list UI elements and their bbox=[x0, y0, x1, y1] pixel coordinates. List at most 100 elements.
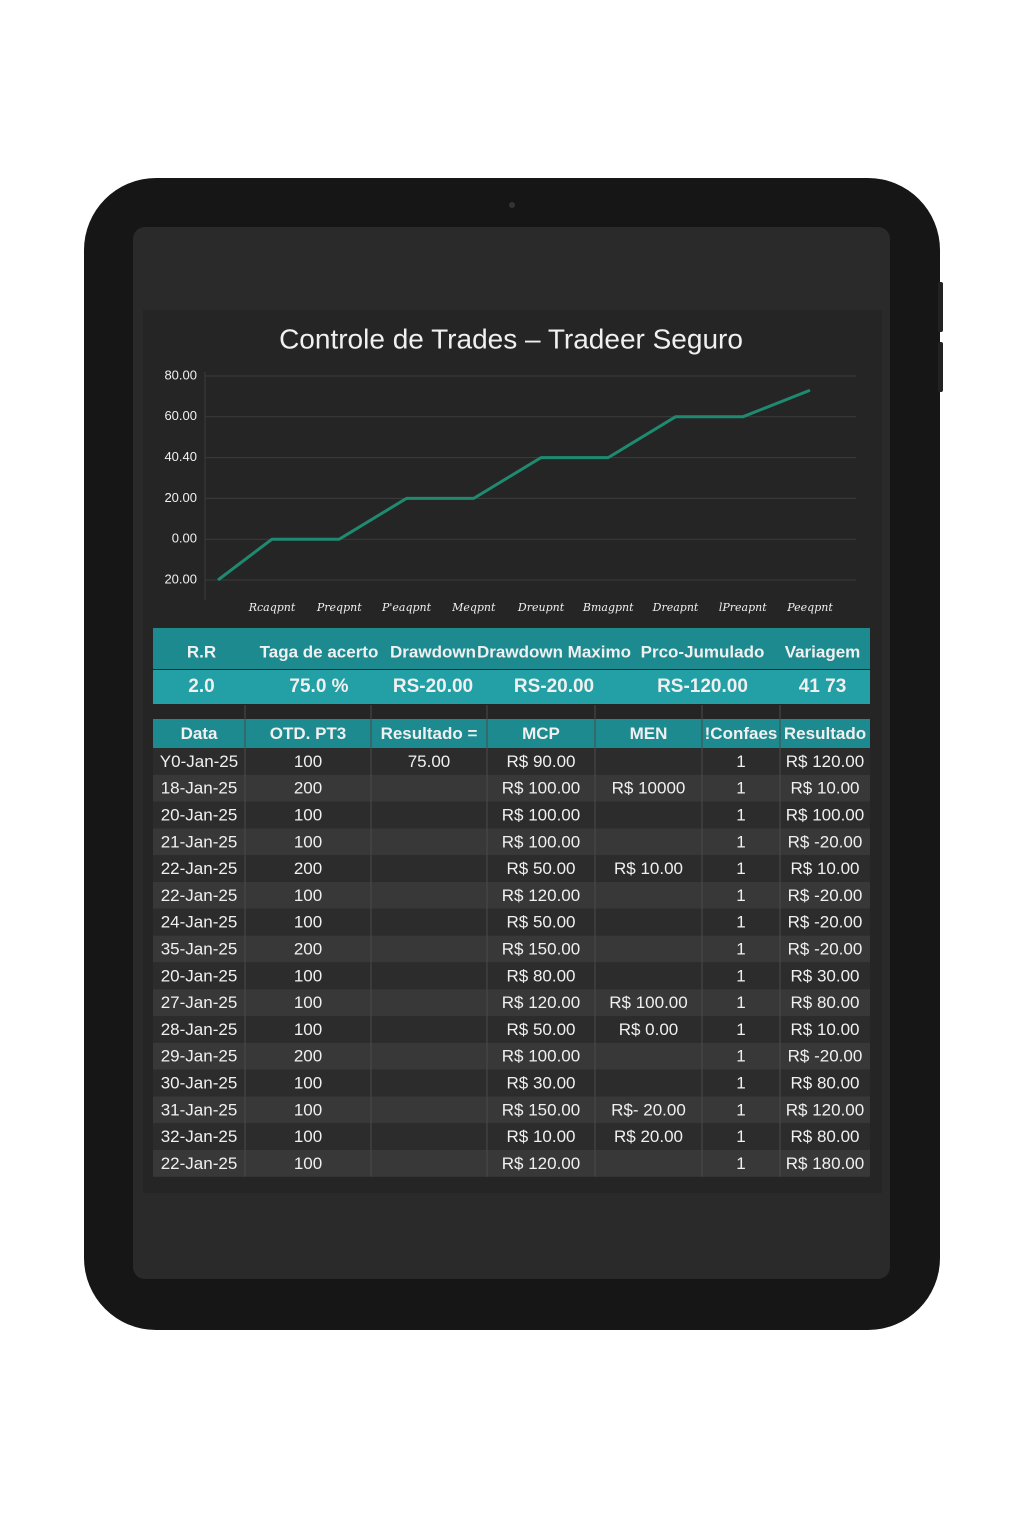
table-cell: R$ 50.00 bbox=[507, 859, 576, 878]
table-cell: 1 bbox=[736, 805, 745, 824]
table-cell: R$ 10.00 bbox=[791, 779, 860, 798]
table-cell: 1 bbox=[736, 752, 745, 771]
table-cell: 22-Jan-25 bbox=[161, 1154, 238, 1173]
table-cell: R$ 150.00 bbox=[502, 1100, 580, 1119]
summary-value: 41 73 bbox=[799, 676, 847, 697]
table-cell: R$ 120.00 bbox=[786, 752, 864, 771]
table-row bbox=[153, 1016, 870, 1043]
table-cell: 1 bbox=[736, 1154, 745, 1173]
table-row bbox=[153, 1042, 870, 1070]
table-row bbox=[153, 962, 870, 990]
table-cell: 1 bbox=[736, 832, 745, 851]
table-cell: R$ 80.00 bbox=[791, 993, 860, 1012]
x-tick-label: Bmagpnt bbox=[582, 601, 634, 614]
table-header: Resultado bbox=[784, 724, 866, 743]
table-cell: R$ -20.00 bbox=[788, 832, 863, 851]
summary-header: Variagem bbox=[785, 642, 861, 661]
table-cell: R$ 180.00 bbox=[786, 1154, 864, 1173]
summary-value: RS-20.00 bbox=[514, 676, 594, 697]
summary-header: Drawdown Maximo bbox=[477, 642, 631, 661]
y-tick-label: 40.40 bbox=[164, 449, 197, 464]
summary-value: RS-20.00 bbox=[393, 676, 473, 697]
line-series bbox=[217, 388, 811, 582]
table-cell: 31-Jan-25 bbox=[161, 1100, 238, 1119]
table-cell: 20-Jan-25 bbox=[161, 805, 238, 824]
x-tick-label: lPreapnt bbox=[719, 601, 767, 614]
table-cell: 1 bbox=[736, 939, 745, 958]
y-tick-label: 20.00 bbox=[164, 571, 197, 586]
summary-value: 75.0 % bbox=[289, 676, 348, 697]
table-cell: 100 bbox=[294, 832, 322, 851]
summary-header: R.R bbox=[187, 642, 216, 661]
x-tick-label: Peeqpnt bbox=[786, 601, 833, 614]
table-cell: 29-Jan-25 bbox=[161, 1047, 238, 1066]
table-cell: R$ 80.00 bbox=[791, 1073, 860, 1092]
x-tick-label: Rcaqpnt bbox=[248, 601, 296, 614]
side-button bbox=[938, 342, 943, 392]
table-cell: 1 bbox=[736, 886, 745, 905]
table-cell: R$ 10.00 bbox=[507, 1127, 576, 1146]
table-cell: R$ 90.00 bbox=[507, 752, 576, 771]
x-tick-label: P'eaqpnt bbox=[381, 601, 432, 614]
table-cell: 1 bbox=[736, 993, 745, 1012]
table-row bbox=[153, 828, 870, 856]
x-tick-label: Dreupnt bbox=[517, 601, 565, 614]
table-cell: 1 bbox=[736, 1047, 745, 1066]
table-cell: 100 bbox=[294, 1073, 322, 1092]
table-cell: 35-Jan-25 bbox=[161, 939, 238, 958]
table-cell: 100 bbox=[294, 1154, 322, 1173]
table-cell: R$ 100.00 bbox=[502, 805, 580, 824]
table-cell: 200 bbox=[294, 779, 322, 798]
table-cell: R$ 10000 bbox=[612, 779, 686, 798]
table-cell: 1 bbox=[736, 779, 745, 798]
table-row bbox=[153, 1123, 870, 1150]
summary-value-band bbox=[153, 670, 870, 704]
table-cell: R$ 100.00 bbox=[502, 779, 580, 798]
table-header: MEN bbox=[630, 724, 668, 743]
table-cell: R$ 120.00 bbox=[502, 886, 580, 905]
table-cell: 75.00 bbox=[408, 752, 451, 771]
summary-header: Prco-Jumulado bbox=[641, 642, 765, 661]
x-tick-label: Meqpnt bbox=[451, 601, 496, 614]
table-cell: 100 bbox=[294, 913, 322, 932]
table-cell: 22-Jan-25 bbox=[161, 859, 238, 878]
table-row bbox=[153, 882, 870, 909]
table-row bbox=[153, 1069, 870, 1097]
table-row bbox=[153, 748, 870, 775]
table-header: Data bbox=[181, 724, 218, 743]
table-cell: 100 bbox=[294, 993, 322, 1012]
table-cell: 1 bbox=[736, 859, 745, 878]
table-cell: R$ 120.00 bbox=[502, 1154, 580, 1173]
table-cell: 1 bbox=[736, 1100, 745, 1119]
x-tick-label: Preqpnt bbox=[316, 601, 362, 614]
table-cell: R$ 30.00 bbox=[507, 1073, 576, 1092]
table-header: OTD. PT3 bbox=[270, 724, 347, 743]
side-button bbox=[938, 282, 943, 332]
table-cell: 18-Jan-25 bbox=[161, 779, 238, 798]
summary-header: Drawdown bbox=[390, 642, 476, 661]
table-cell: 200 bbox=[294, 859, 322, 878]
y-tick-label: 0.00 bbox=[172, 531, 197, 546]
table-cell: R$ 50.00 bbox=[507, 1020, 576, 1039]
chart-title: Controle de Trades – Tradeer Seguro bbox=[279, 323, 743, 354]
table-cell: 22-Jan-25 bbox=[161, 886, 238, 905]
table-cell: 30-Jan-25 bbox=[161, 1073, 238, 1092]
table-row bbox=[153, 855, 870, 882]
table-cell: R$ 20.00 bbox=[614, 1127, 683, 1146]
table-header: !Confaes bbox=[705, 724, 778, 743]
table-cell: R$- 20.00 bbox=[611, 1100, 686, 1119]
table-cell: 100 bbox=[294, 886, 322, 905]
table-cell: 28-Jan-25 bbox=[161, 1020, 238, 1039]
table-cell: 200 bbox=[294, 1047, 322, 1066]
table-cell: R$ 50.00 bbox=[507, 913, 576, 932]
summary-header-band bbox=[153, 628, 870, 669]
y-tick-label: 20.00 bbox=[164, 490, 197, 505]
table-cell: R$ 100.00 bbox=[502, 832, 580, 851]
table-cell: R$ -20.00 bbox=[788, 886, 863, 905]
table-row bbox=[153, 801, 870, 829]
table-cell: R$ 150.00 bbox=[502, 939, 580, 958]
summary-header: Taga de acerto bbox=[260, 642, 379, 661]
table-cell: 27-Jan-25 bbox=[161, 993, 238, 1012]
table-cell: 1 bbox=[736, 1020, 745, 1039]
table-header-band bbox=[153, 719, 870, 748]
